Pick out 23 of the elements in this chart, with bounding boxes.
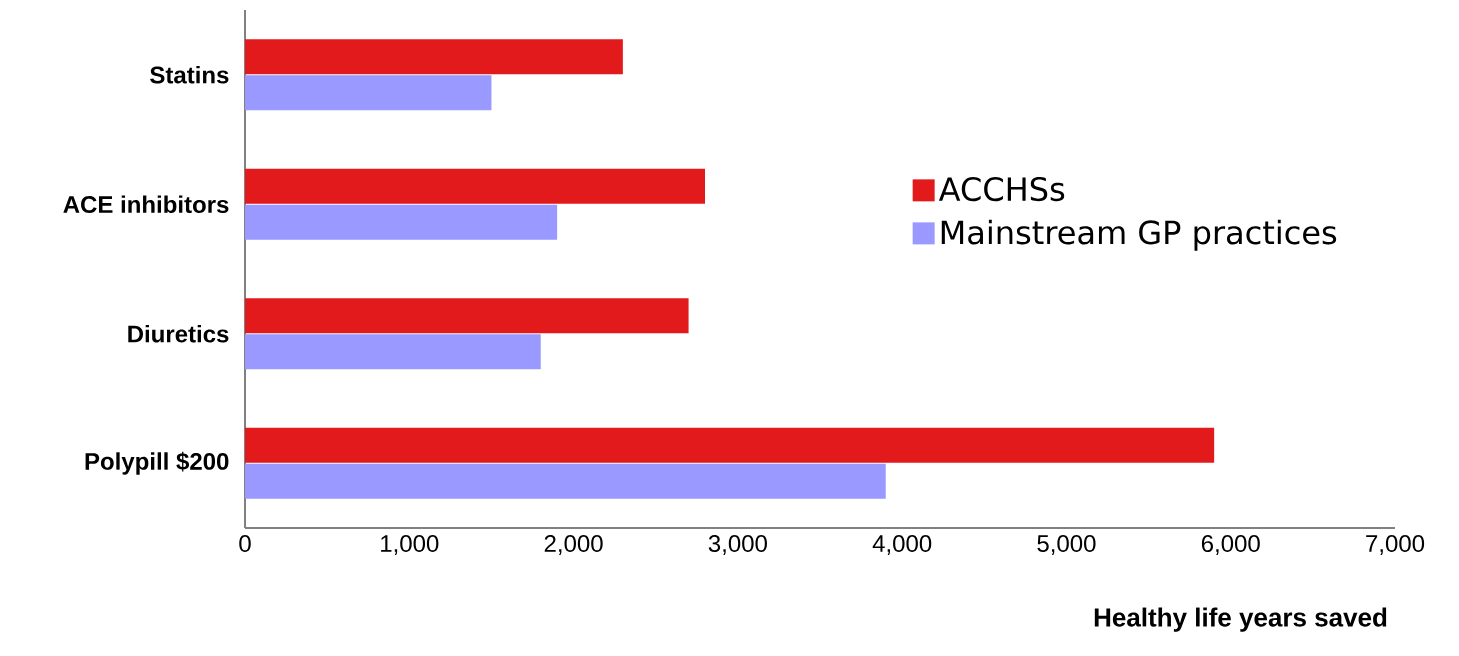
x-tick-label: 2,000 bbox=[544, 535, 603, 555]
bar bbox=[245, 75, 492, 111]
bar bbox=[245, 204, 558, 240]
legend-label: Mainstream GP practices bbox=[941, 219, 1337, 251]
bar bbox=[245, 298, 689, 334]
legend-label: ACCHSs bbox=[938, 176, 1065, 202]
x-tick-label: 6,000 bbox=[1201, 535, 1260, 555]
x-tick-label: 1,000 bbox=[381, 535, 439, 555]
bar bbox=[245, 427, 1215, 463]
y-tick-label: Statins bbox=[150, 65, 229, 84]
x-tick-label: 5,000 bbox=[1037, 535, 1096, 555]
bar bbox=[245, 39, 623, 75]
bar bbox=[245, 168, 706, 204]
x-tick-label: 4,000 bbox=[872, 535, 932, 555]
x-tick-label: 3,000 bbox=[708, 535, 767, 555]
y-tick-label: ACE inhibitors bbox=[63, 195, 229, 214]
x-tick-label: 0 bbox=[239, 535, 251, 553]
y-tick-label: Diuretics bbox=[128, 324, 229, 343]
bar bbox=[245, 334, 541, 370]
x-tick-label: 7,000 bbox=[1366, 535, 1425, 555]
bar bbox=[245, 463, 886, 499]
x-axis-title: Healthy life years saved bbox=[1094, 607, 1387, 632]
y-tick-label: Polypill $200 bbox=[85, 451, 229, 475]
